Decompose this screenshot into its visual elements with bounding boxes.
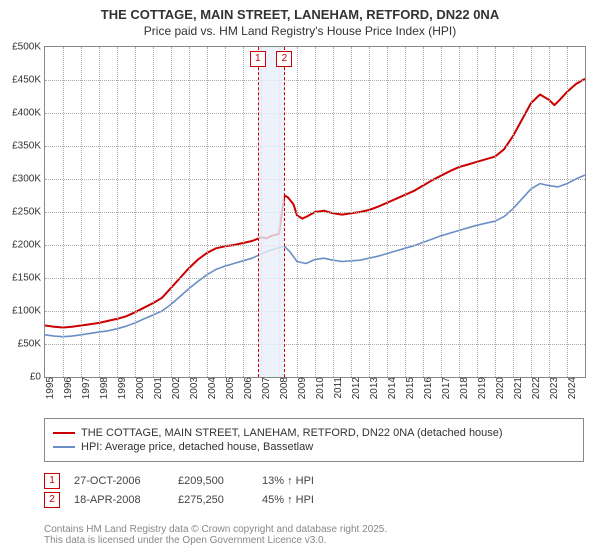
sale-delta: 45% ↑ HPI	[262, 494, 314, 506]
gridline-v	[171, 47, 172, 377]
y-tick-label: £450K	[12, 75, 45, 86]
sales-table: 1 27-OCT-2006 £209,500 13% ↑ HPI 2 18-APR-200…	[44, 470, 314, 511]
sale-marker-line	[258, 47, 259, 377]
x-tick-label: 2006	[239, 377, 254, 399]
sale-delta: 13% ↑ HPI	[262, 475, 314, 487]
x-tick-label: 2023	[545, 377, 560, 399]
x-tick-label: 2000	[131, 377, 146, 399]
x-tick-label: 2014	[383, 377, 398, 399]
x-tick-label: 2011	[329, 377, 344, 399]
plot-area: £0£50K£100K£150K£200K£250K£300K£350K£400…	[44, 46, 586, 378]
sale-marker-line	[284, 47, 285, 377]
gridline-v	[567, 47, 568, 377]
y-tick-label: £200K	[12, 240, 45, 251]
legend-row: HPI: Average price, detached house, Bass…	[53, 441, 575, 453]
gridline-v	[135, 47, 136, 377]
x-tick-label: 2022	[527, 377, 542, 399]
gridline-v	[81, 47, 82, 377]
gridline-v	[531, 47, 532, 377]
footnote-line1: Contains HM Land Registry data © Crown c…	[44, 524, 387, 535]
y-tick-label: £300K	[12, 174, 45, 185]
x-tick-label: 2003	[185, 377, 200, 399]
x-tick-label: 1998	[95, 377, 110, 399]
gridline-v	[243, 47, 244, 377]
gridline-v	[315, 47, 316, 377]
gridline-v	[495, 47, 496, 377]
gridline-v	[441, 47, 442, 377]
gridline-v	[387, 47, 388, 377]
x-tick-label: 1996	[59, 377, 74, 399]
gridline-v	[351, 47, 352, 377]
x-tick-label: 2012	[347, 377, 362, 399]
x-tick-label: 1999	[113, 377, 128, 399]
legend: THE COTTAGE, MAIN STREET, LANEHAM, RETFO…	[44, 418, 584, 462]
y-tick-label: £50K	[18, 339, 45, 350]
legend-row: THE COTTAGE, MAIN STREET, LANEHAM, RETFO…	[53, 427, 575, 439]
legend-label: THE COTTAGE, MAIN STREET, LANEHAM, RETFO…	[81, 427, 503, 439]
sale-period-band	[258, 47, 285, 377]
y-tick-label: £100K	[12, 306, 45, 317]
x-tick-label: 2007	[257, 377, 272, 399]
sale-row: 1 27-OCT-2006 £209,500 13% ↑ HPI	[44, 473, 314, 489]
legend-swatch	[53, 432, 75, 434]
gridline-v	[369, 47, 370, 377]
x-tick-label: 2002	[167, 377, 182, 399]
gridline-v	[459, 47, 460, 377]
x-tick-label: 2020	[491, 377, 506, 399]
footnote: Contains HM Land Registry data © Crown c…	[44, 524, 387, 546]
x-tick-label: 2018	[455, 377, 470, 399]
gridline-v	[297, 47, 298, 377]
x-tick-label: 2013	[365, 377, 380, 399]
gridline-v	[225, 47, 226, 377]
sale-row: 2 18-APR-2008 £275,250 45% ↑ HPI	[44, 492, 314, 508]
gridline-v	[423, 47, 424, 377]
x-tick-label: 2016	[419, 377, 434, 399]
y-tick-label: £400K	[12, 108, 45, 119]
gridline-v	[333, 47, 334, 377]
sale-date: 27-OCT-2006	[74, 475, 164, 487]
x-tick-label: 1997	[77, 377, 92, 399]
gridline-v	[63, 47, 64, 377]
gridline-v	[189, 47, 190, 377]
y-tick-label: £350K	[12, 141, 45, 152]
legend-label: HPI: Average price, detached house, Bass…	[81, 441, 313, 453]
x-tick-label: 2024	[563, 377, 578, 399]
legend-swatch	[53, 446, 75, 448]
gridline-v	[207, 47, 208, 377]
gridline-v	[117, 47, 118, 377]
x-tick-label: 2015	[401, 377, 416, 399]
chart-container: { "title_line1": "THE COTTAGE, MAIN STRE…	[0, 0, 600, 560]
footnote-line2: This data is licensed under the Open Gov…	[44, 535, 387, 546]
x-tick-label: 2017	[437, 377, 452, 399]
gridline-v	[549, 47, 550, 377]
sale-marker-box: 2	[276, 51, 292, 67]
x-tick-label: 2021	[509, 377, 524, 399]
x-tick-label: 2019	[473, 377, 488, 399]
y-tick-label: £250K	[12, 207, 45, 218]
y-tick-label: £500K	[12, 42, 45, 53]
x-tick-label: 2005	[221, 377, 236, 399]
gridline-v	[513, 47, 514, 377]
x-tick-label: 2004	[203, 377, 218, 399]
x-tick-label: 2010	[311, 377, 326, 399]
sale-marker-ref: 1	[44, 473, 60, 489]
x-tick-label: 1995	[41, 377, 56, 399]
gridline-v	[99, 47, 100, 377]
gridline-v	[477, 47, 478, 377]
sale-marker-box: 1	[250, 51, 266, 67]
sale-price: £209,500	[178, 475, 248, 487]
x-tick-label: 2001	[149, 377, 164, 399]
chart-title-line2: Price paid vs. HM Land Registry's House …	[0, 24, 600, 42]
sale-marker-ref: 2	[44, 492, 60, 508]
y-tick-label: £150K	[12, 273, 45, 284]
chart-title-line1: THE COTTAGE, MAIN STREET, LANEHAM, RETFO…	[0, 0, 600, 24]
gridline-v	[153, 47, 154, 377]
gridline-v	[405, 47, 406, 377]
sale-date: 18-APR-2008	[74, 494, 164, 506]
x-tick-label: 2009	[293, 377, 308, 399]
sale-price: £275,250	[178, 494, 248, 506]
x-tick-label: 2008	[275, 377, 290, 399]
